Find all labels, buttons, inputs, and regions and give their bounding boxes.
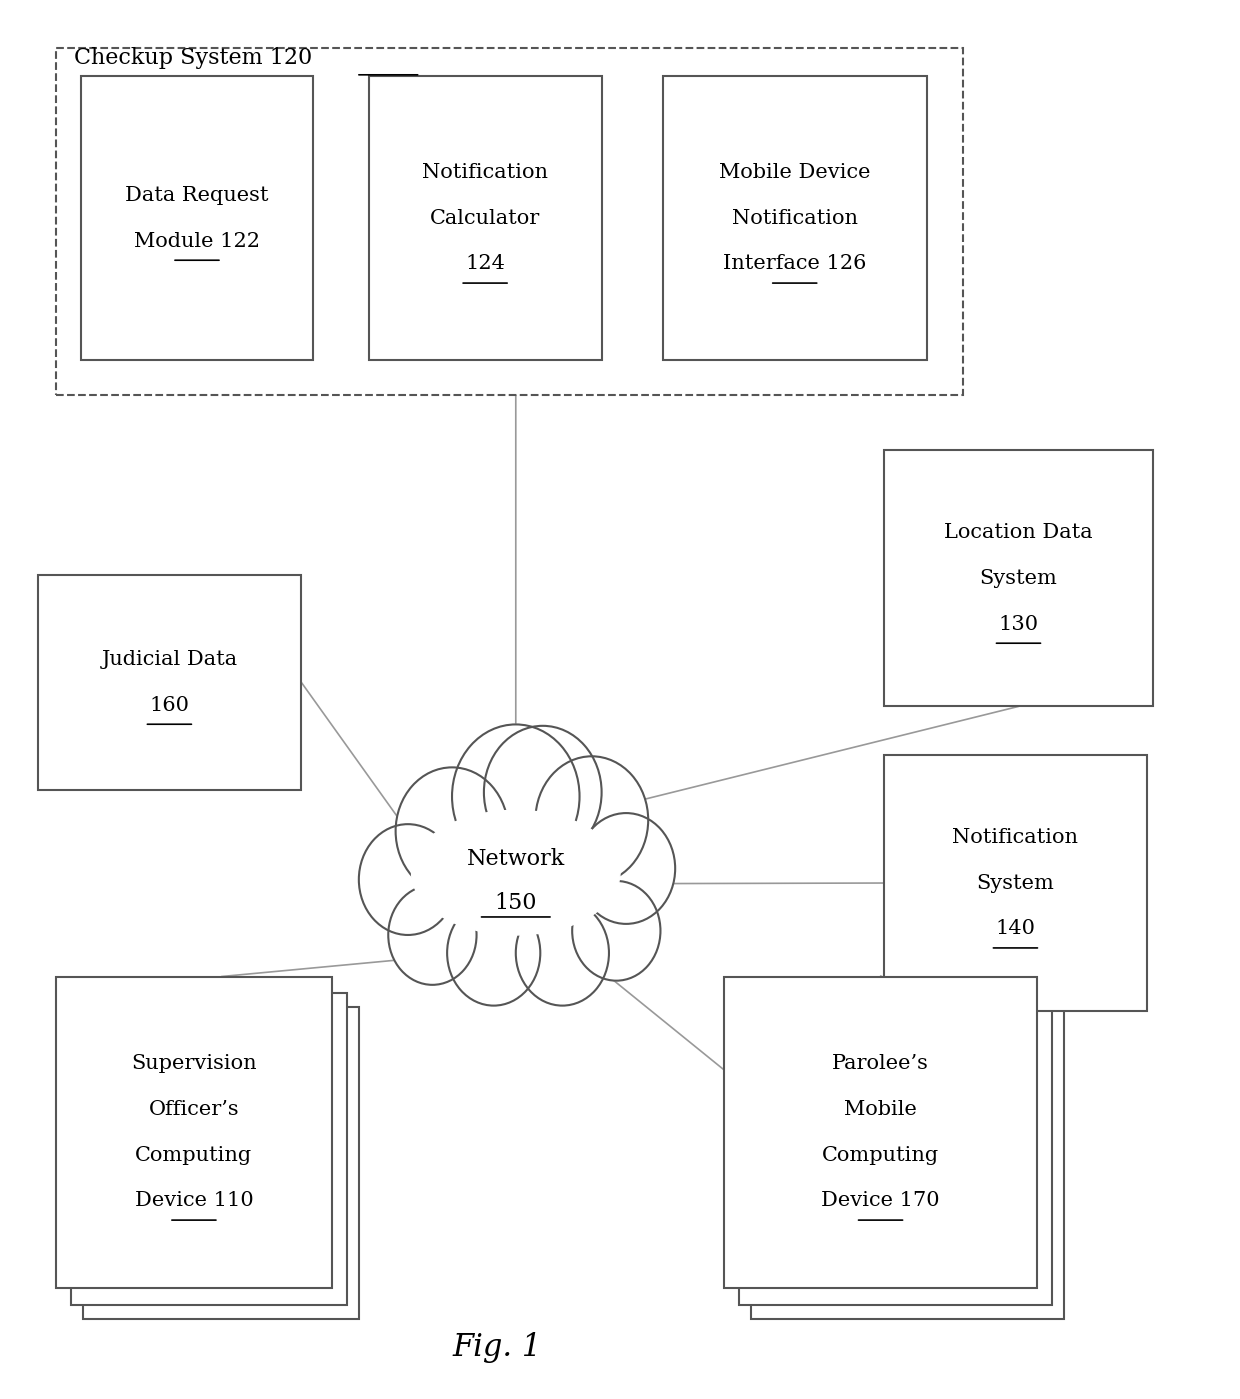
Circle shape (396, 768, 508, 895)
Circle shape (572, 881, 661, 981)
Ellipse shape (412, 810, 620, 935)
FancyBboxPatch shape (884, 450, 1153, 706)
Text: Computing: Computing (135, 1146, 253, 1165)
Text: 160: 160 (149, 695, 190, 715)
Circle shape (453, 725, 579, 869)
Circle shape (448, 901, 541, 1006)
FancyBboxPatch shape (83, 1007, 358, 1319)
Text: Notification: Notification (952, 828, 1079, 846)
FancyBboxPatch shape (663, 76, 926, 360)
Text: Parolee’s: Parolee’s (832, 1055, 929, 1073)
FancyBboxPatch shape (368, 76, 601, 360)
FancyBboxPatch shape (751, 1007, 1064, 1319)
Text: Computing: Computing (822, 1146, 939, 1165)
FancyBboxPatch shape (56, 49, 963, 395)
Text: Device 110: Device 110 (135, 1192, 253, 1210)
Text: Device 170: Device 170 (821, 1192, 940, 1210)
Text: Data Request: Data Request (125, 186, 269, 204)
FancyBboxPatch shape (37, 575, 301, 789)
Text: Supervision: Supervision (131, 1055, 257, 1073)
Text: Checkup System 120: Checkup System 120 (74, 48, 312, 70)
Text: Calculator: Calculator (430, 208, 541, 228)
Circle shape (516, 901, 609, 1006)
Text: Mobile Device: Mobile Device (719, 162, 870, 182)
Text: Fig. 1: Fig. 1 (453, 1332, 542, 1363)
Text: 140: 140 (996, 919, 1035, 939)
Circle shape (577, 813, 675, 923)
Circle shape (484, 726, 601, 859)
Text: Notification: Notification (732, 208, 858, 228)
Text: 150: 150 (495, 893, 537, 914)
FancyBboxPatch shape (81, 76, 314, 360)
Circle shape (358, 824, 456, 935)
Text: 130: 130 (998, 614, 1039, 634)
Text: Mobile: Mobile (844, 1100, 918, 1119)
Text: Notification: Notification (422, 162, 548, 182)
Text: Location Data: Location Data (944, 523, 1092, 541)
FancyBboxPatch shape (884, 755, 1147, 1011)
FancyBboxPatch shape (56, 977, 332, 1288)
Text: Officer’s: Officer’s (149, 1100, 239, 1119)
Circle shape (536, 757, 649, 884)
Text: Module 122: Module 122 (134, 231, 260, 250)
Text: System: System (976, 873, 1054, 893)
FancyBboxPatch shape (739, 993, 1052, 1305)
FancyBboxPatch shape (71, 993, 346, 1305)
Circle shape (388, 886, 476, 985)
FancyBboxPatch shape (724, 977, 1037, 1288)
Text: Interface 126: Interface 126 (723, 255, 867, 273)
Text: Network: Network (466, 848, 565, 870)
Text: Judicial Data: Judicial Data (102, 649, 238, 669)
Text: System: System (980, 569, 1058, 588)
Text: 124: 124 (465, 255, 505, 273)
